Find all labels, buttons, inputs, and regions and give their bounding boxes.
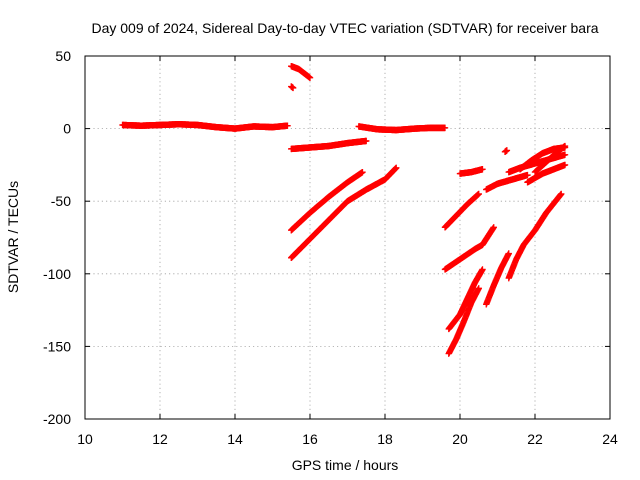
y-tick-label: -150: [43, 338, 71, 354]
series-arc-13: [505, 190, 565, 282]
grid-lines: [85, 56, 610, 419]
y-tick-label: 50: [55, 48, 71, 64]
data-point-marker: [479, 266, 486, 273]
x-axis-label: GPS time / hours: [292, 457, 399, 473]
y-tick-label: -50: [51, 193, 71, 209]
series-arc-14: [456, 166, 486, 177]
series-arc-16: [501, 147, 511, 156]
x-tick-label: 24: [602, 431, 618, 447]
series-arc-1: [119, 121, 291, 132]
data-point-marker: [393, 164, 400, 172]
data-point-marker: [490, 224, 497, 231]
series-arc-11: [445, 285, 482, 357]
y-tick-label: 0: [63, 121, 71, 137]
x-tick-label: 18: [377, 431, 393, 447]
x-tick-label: 16: [302, 431, 318, 447]
data-point-marker: [475, 190, 482, 198]
data-marks: [119, 62, 569, 357]
series-arc-2: [288, 62, 314, 81]
data-point-marker: [561, 142, 569, 150]
series-arc-18: [524, 161, 569, 186]
axis-ticks: 10 12 14 16 18 20 22 24 -200 -150 -100 -50 0 50: [43, 48, 618, 447]
series-arc-15: [483, 171, 531, 193]
series-arc-4: [288, 137, 370, 153]
x-tick-label: 14: [227, 431, 243, 447]
data-point-marker: [479, 166, 486, 173]
series-arc-8: [441, 190, 482, 231]
series-arc-12: [483, 250, 512, 308]
series-arc-5: [288, 168, 366, 234]
series-arc-20: [531, 142, 569, 176]
series-arc-9: [441, 224, 497, 273]
series-arc-7: [355, 123, 449, 134]
data-point-marker: [359, 168, 366, 176]
x-tick-label: 22: [527, 431, 543, 447]
y-axis-label: SDTVAR / TECUs: [5, 181, 21, 293]
data-point-marker: [441, 124, 449, 132]
x-tick-label: 12: [152, 431, 168, 447]
data-point-marker: [505, 250, 512, 257]
y-tick-label: -100: [43, 266, 71, 282]
data-point-marker: [475, 285, 482, 292]
chart-title: Day 009 of 2024, Sidereal Day-to-day VTE…: [91, 20, 598, 36]
data-point-marker: [284, 122, 291, 129]
plot-frame: [84, 55, 611, 420]
series-arc-3: [288, 83, 297, 92]
data-point-marker: [306, 74, 314, 81]
data-point-marker: [561, 151, 569, 158]
data-point-marker: [363, 137, 370, 145]
data-point-marker: [503, 147, 511, 154]
x-tick-label: 10: [77, 431, 93, 447]
series-arc-6: [288, 164, 400, 262]
data-point-marker: [558, 190, 565, 198]
x-tick-label: 20: [452, 431, 468, 447]
y-tick-label: -200: [43, 411, 71, 427]
data-point-marker: [524, 171, 531, 179]
series-arc-10: [445, 266, 486, 333]
data-point-marker: [289, 84, 297, 92]
data-point-marker: [561, 161, 569, 169]
